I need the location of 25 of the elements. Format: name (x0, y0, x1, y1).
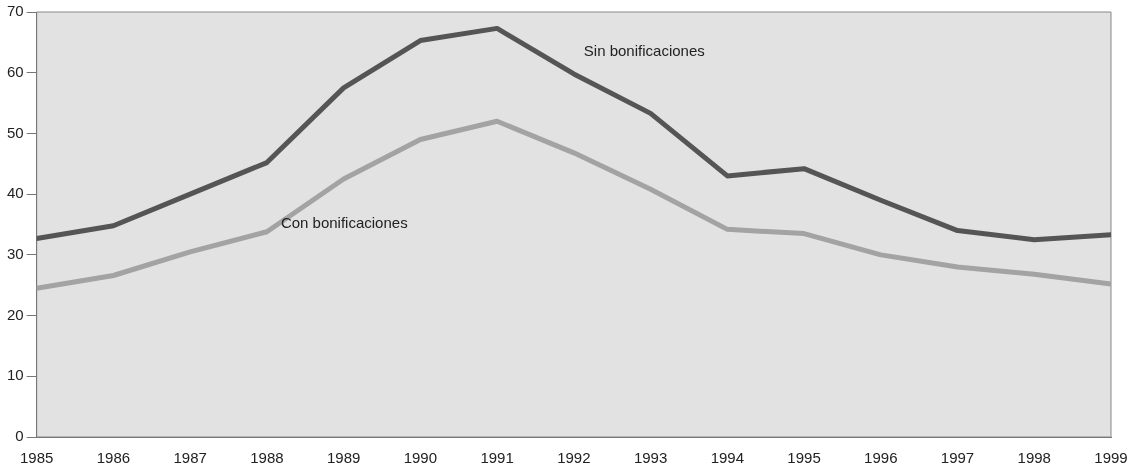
x-tick-label: 1999 (1094, 449, 1128, 467)
x-tick-label: 1985 (20, 449, 54, 467)
series-label: Con bonificaciones (280, 213, 408, 231)
y-tick-label: 10 (7, 366, 24, 384)
y-tick-label: 40 (7, 184, 24, 202)
x-tick-label: 1992 (557, 449, 591, 467)
x-tick-label: 1986 (96, 449, 131, 467)
x-tick-label: 1998 (1017, 449, 1051, 467)
x-tick-label: 1996 (864, 449, 898, 467)
x-tick-label: 1995 (787, 449, 821, 467)
x-tick-label: 1988 (250, 449, 284, 467)
y-tick-label: 20 (7, 305, 24, 323)
y-tick-label: 60 (7, 62, 24, 80)
x-tick-label: 1987 (173, 449, 207, 467)
x-tick-label: 1990 (403, 449, 438, 467)
x-tick-label: 1989 (326, 449, 361, 467)
y-tick-label: 0 (15, 427, 24, 445)
x-tick-label: 1993 (633, 449, 668, 467)
y-tick-label: 70 (7, 2, 24, 20)
x-tick-label: 1994 (710, 449, 744, 467)
y-tick-label: 50 (7, 123, 24, 141)
y-tick-label: 30 (7, 245, 24, 262)
x-tick-label: 1991 (480, 449, 514, 467)
series-label: Sin bonificaciones (583, 42, 705, 60)
x-tick-label: 1997 (940, 449, 975, 467)
